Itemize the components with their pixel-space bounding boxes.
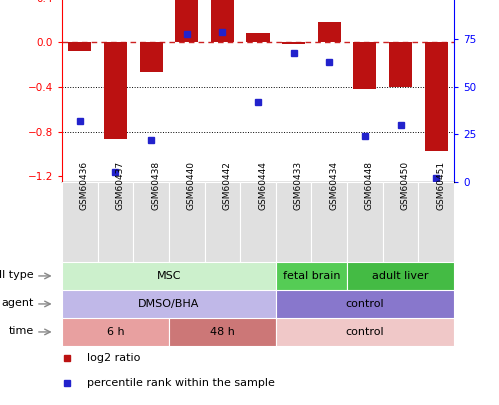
Text: GSM60451: GSM60451 [436,161,445,210]
Bar [347,262,454,290]
Bar [276,290,454,318]
Bar [276,182,311,262]
Bar [311,182,347,262]
Text: GSM60440: GSM60440 [187,161,196,210]
Text: GSM60450: GSM60450 [401,161,410,210]
Text: 6 h: 6 h [107,327,124,337]
Text: DMSO/BHA: DMSO/BHA [138,299,200,309]
Bar [175,0,198,42]
Bar [418,182,454,262]
Text: 48 h: 48 h [210,327,235,337]
Bar [98,182,133,262]
Text: agent: agent [1,298,34,307]
Text: GSM60437: GSM60437 [115,161,124,210]
Text: MSC: MSC [157,271,181,281]
Text: log2 ratio: log2 ratio [87,353,140,363]
Bar [62,290,276,318]
Bar [140,42,163,72]
Bar [247,33,269,42]
Bar [169,182,205,262]
Bar [62,182,98,262]
Bar [240,182,276,262]
Text: GSM60433: GSM60433 [293,161,302,210]
Text: GSM60438: GSM60438 [151,161,160,210]
Text: GSM60442: GSM60442 [223,161,232,210]
Bar [205,182,240,262]
Bar [318,22,341,42]
Bar [389,42,412,87]
Text: percentile rank within the sample: percentile rank within the sample [87,378,275,388]
Bar [353,42,376,89]
Text: adult liver: adult liver [372,271,429,281]
Bar [276,262,347,290]
Bar [347,182,383,262]
Bar [133,182,169,262]
Bar [62,318,169,346]
Text: GSM60434: GSM60434 [329,161,338,210]
Text: GSM60448: GSM60448 [365,161,374,210]
Bar [62,262,276,290]
Text: time: time [9,326,34,336]
Text: control: control [346,299,384,309]
Bar [425,42,448,151]
Bar [383,182,418,262]
Text: fetal brain: fetal brain [283,271,340,281]
Bar [276,318,454,346]
Text: GSM60444: GSM60444 [258,161,267,210]
Text: GSM60436: GSM60436 [80,161,89,210]
Text: control: control [346,327,384,337]
Text: cell type: cell type [0,270,34,279]
Bar [211,0,234,42]
Bar [169,318,276,346]
Bar [104,42,127,139]
Bar [68,42,91,51]
Bar [282,42,305,45]
